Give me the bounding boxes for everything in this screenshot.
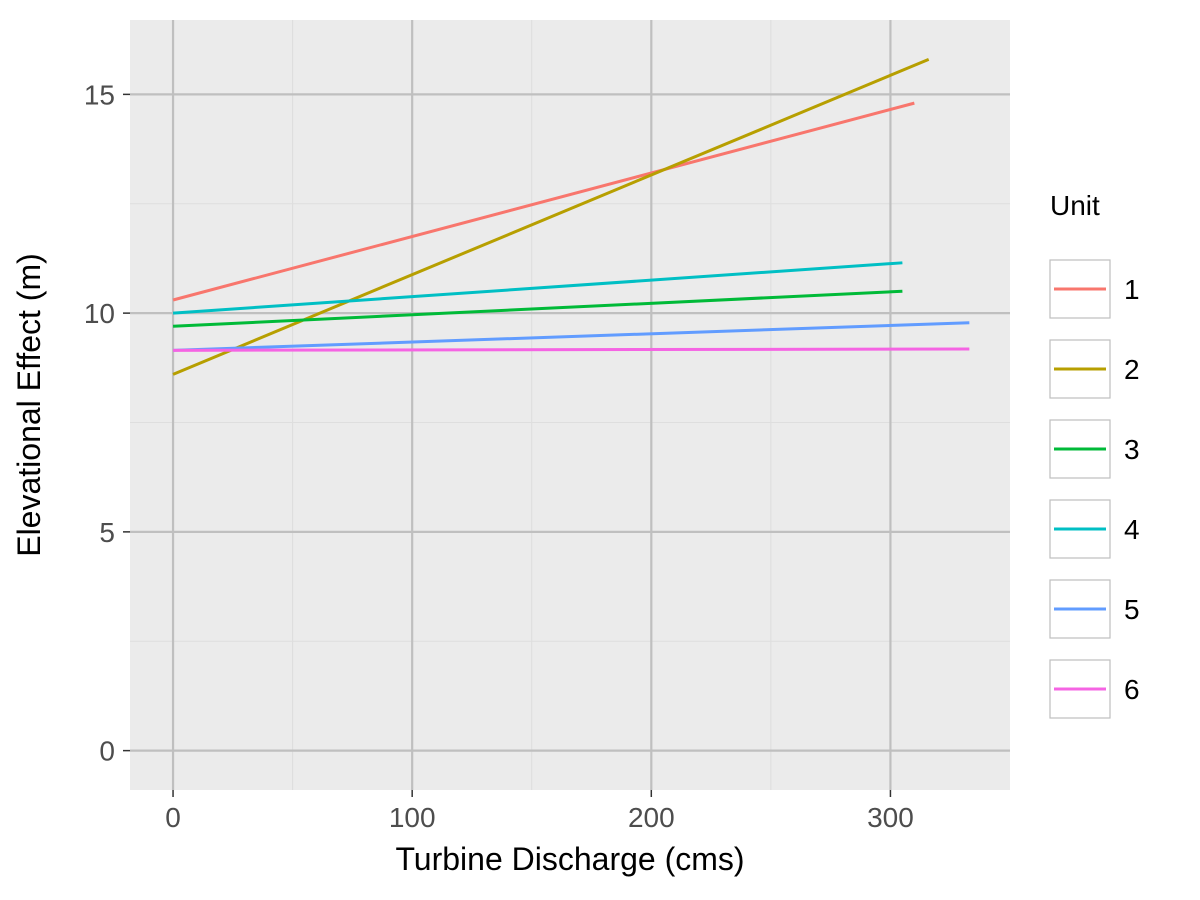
legend-label-3: 3 [1124,434,1140,465]
y-tick-label: 5 [99,517,115,548]
x-axis-title: Turbine Discharge (cms) [395,841,744,877]
plot-panel [130,20,1010,790]
legend-label-6: 6 [1124,674,1140,705]
x-tick-label: 100 [389,802,436,833]
series-line-6 [173,349,969,350]
legend-label-4: 4 [1124,514,1140,545]
x-tick-label: 0 [165,802,181,833]
line-chart: 0100200300051015Turbine Discharge (cms)E… [0,0,1200,900]
y-tick-label: 10 [84,298,115,329]
y-axis-title: Elevational Effect (m) [11,253,47,557]
legend-label-1: 1 [1124,274,1140,305]
x-tick-label: 200 [628,802,675,833]
chart-container: 0100200300051015Turbine Discharge (cms)E… [0,0,1200,900]
y-tick-label: 15 [84,79,115,110]
y-tick-label: 0 [99,736,115,767]
legend-label-2: 2 [1124,354,1140,385]
x-tick-label: 300 [867,802,914,833]
legend-label-5: 5 [1124,594,1140,625]
legend-title: Unit [1050,190,1100,221]
